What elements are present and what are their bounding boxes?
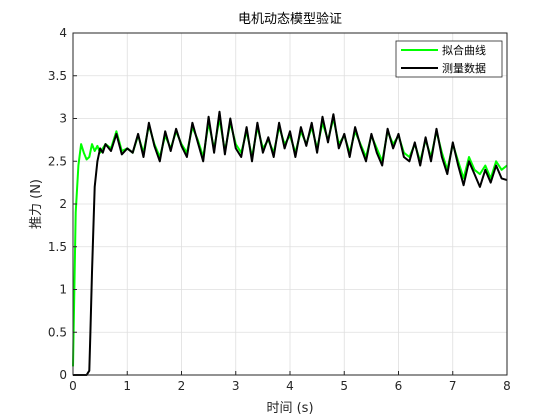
x-tick-label: 6 [395, 379, 403, 393]
y-axis-label: 推力 (N) [29, 179, 44, 229]
x-tick-label: 2 [178, 379, 186, 393]
y-axis-ticks: 0 0.5 1 1.5 2 2.5 3 3.5 4 [48, 26, 77, 382]
series-line-measured [73, 110, 508, 376]
chart-title: 电机动态模型验证 [238, 11, 342, 27]
legend-box [395, 40, 503, 78]
y-tick-label: 1 [59, 283, 67, 297]
y-tick-label: 0 [59, 368, 67, 382]
y-tick-label: 3 [59, 112, 67, 126]
x-tick-label: 3 [232, 379, 240, 393]
x-tick-label: 5 [340, 379, 348, 393]
y-tick-label: 1.5 [48, 240, 67, 254]
x-tick-label: 4 [286, 379, 294, 393]
x-tick-label: 1 [123, 379, 131, 393]
y-tick-label: 2.5 [48, 154, 67, 168]
legend-label-fit: 拟合曲线 [442, 43, 486, 57]
x-tick-label: 7 [449, 379, 457, 393]
x-axis-ticks: 0 1 2 3 4 5 6 7 8 [69, 371, 511, 393]
x-tick-label: 0 [69, 379, 77, 393]
y-tick-label: 3.5 [48, 69, 67, 83]
x-tick-label: 8 [503, 379, 511, 393]
y-tick-label: 4 [59, 26, 67, 40]
series-layer [72, 110, 508, 376]
legend: 拟合曲线 测量数据 [395, 40, 503, 78]
y-tick-label: 2 [59, 197, 67, 211]
x-axis-label: 时间 (s) [266, 401, 313, 416]
legend-label-measured: 测量数据 [442, 61, 486, 75]
y-tick-label: 0.5 [48, 325, 67, 339]
